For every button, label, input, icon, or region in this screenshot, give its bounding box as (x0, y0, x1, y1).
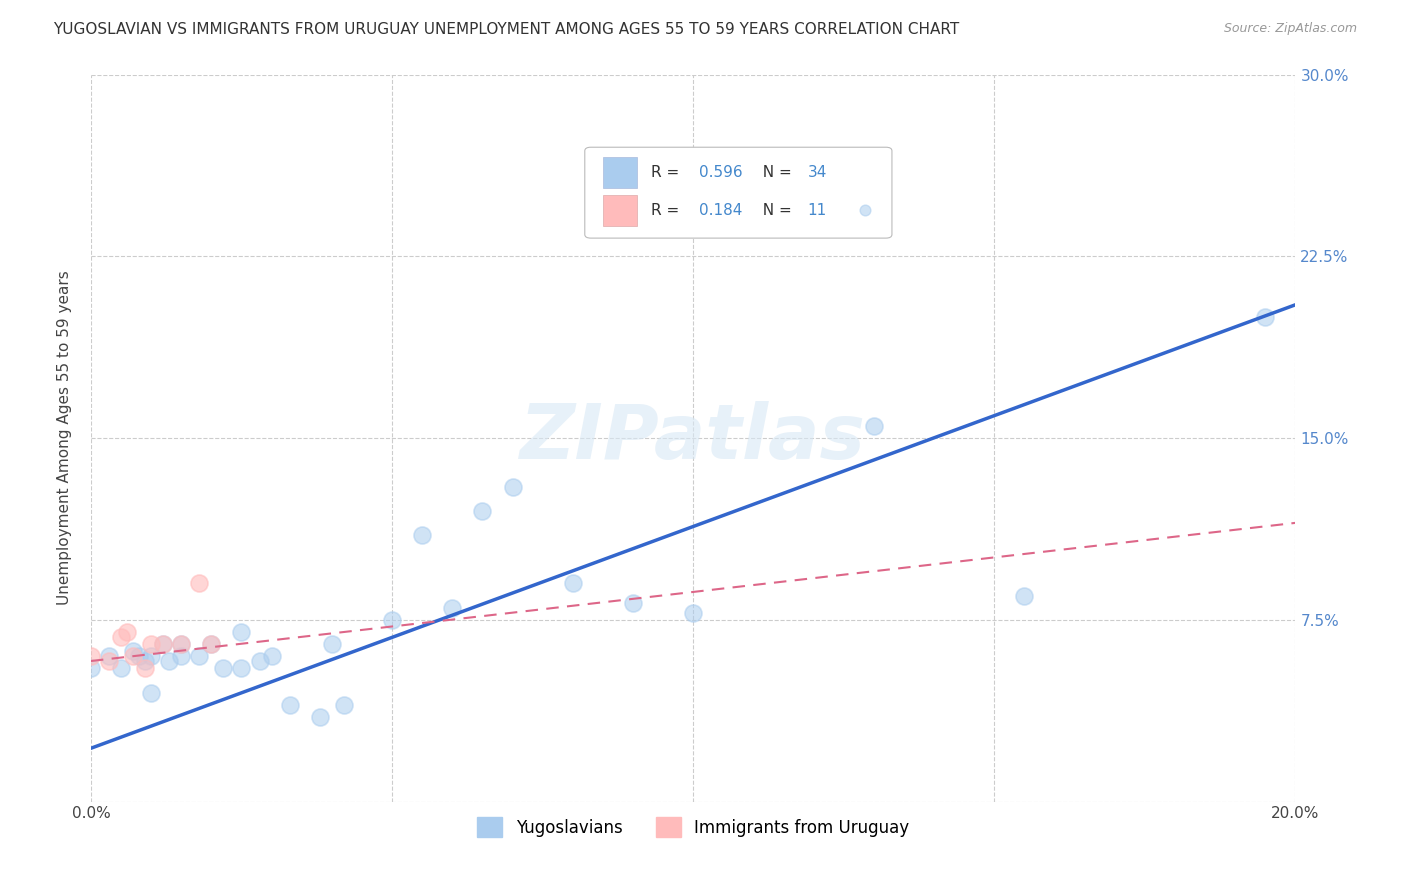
Point (141, 649, 163, 664)
Text: YUGOSLAVIAN VS IMMIGRANTS FROM URUGUAY UNEMPLOYMENT AMONG AGES 55 TO 59 YEARS CO: YUGOSLAVIAN VS IMMIGRANTS FROM URUGUAY U… (53, 22, 960, 37)
Point (682, 606, 704, 620)
FancyBboxPatch shape (603, 195, 637, 226)
Point (170, 637, 193, 651)
Point (80, 661, 103, 675)
Text: Source: ZipAtlas.com: Source: ZipAtlas.com (1223, 22, 1357, 36)
Point (260, 649, 283, 664)
Point (152, 637, 174, 651)
Text: ZIPatlas: ZIPatlas (520, 401, 866, 475)
Point (212, 661, 235, 675)
Point (141, 637, 163, 651)
Point (502, 479, 524, 493)
FancyBboxPatch shape (585, 147, 891, 238)
Point (152, 637, 174, 651)
Point (98, 649, 121, 664)
Point (381, 613, 404, 627)
Point (231, 624, 253, 639)
Point (278, 698, 301, 712)
Point (621, 596, 644, 610)
Point (321, 637, 343, 651)
Point (188, 649, 211, 664)
Point (170, 649, 193, 664)
Point (561, 576, 583, 591)
Point (134, 654, 156, 668)
Point (122, 649, 145, 664)
Y-axis label: Unemployment Among Ages 55 to 59 years: Unemployment Among Ages 55 to 59 years (58, 270, 72, 606)
Point (122, 644, 145, 658)
FancyBboxPatch shape (603, 157, 637, 188)
Point (115, 624, 138, 639)
Point (110, 661, 132, 675)
Text: 11: 11 (807, 203, 827, 218)
Point (1014, 589, 1036, 603)
Point (863, 418, 886, 433)
Point (441, 600, 464, 615)
Point (110, 630, 132, 644)
Text: 34: 34 (807, 165, 827, 180)
Point (231, 661, 253, 675)
Point (134, 661, 156, 675)
Point (1254, 310, 1277, 324)
Point (471, 504, 494, 518)
Point (157, 654, 180, 668)
Text: 0.184: 0.184 (699, 203, 742, 218)
Point (308, 710, 330, 724)
Point (188, 576, 211, 591)
Text: R =: R = (651, 203, 685, 218)
Text: R =: R = (651, 165, 685, 180)
Point (141, 685, 163, 699)
Point (170, 637, 193, 651)
Text: N =: N = (754, 165, 797, 180)
Point (200, 637, 222, 651)
Legend: Yugoslavians, Immigrants from Uruguay: Yugoslavians, Immigrants from Uruguay (471, 811, 915, 844)
Point (98, 654, 121, 668)
Point (128, 649, 150, 664)
Text: 0.596: 0.596 (699, 165, 742, 180)
Point (80, 649, 103, 664)
Point (249, 654, 271, 668)
Point (411, 528, 433, 542)
Text: N =: N = (754, 203, 797, 218)
Point (333, 698, 356, 712)
Point (200, 637, 222, 651)
